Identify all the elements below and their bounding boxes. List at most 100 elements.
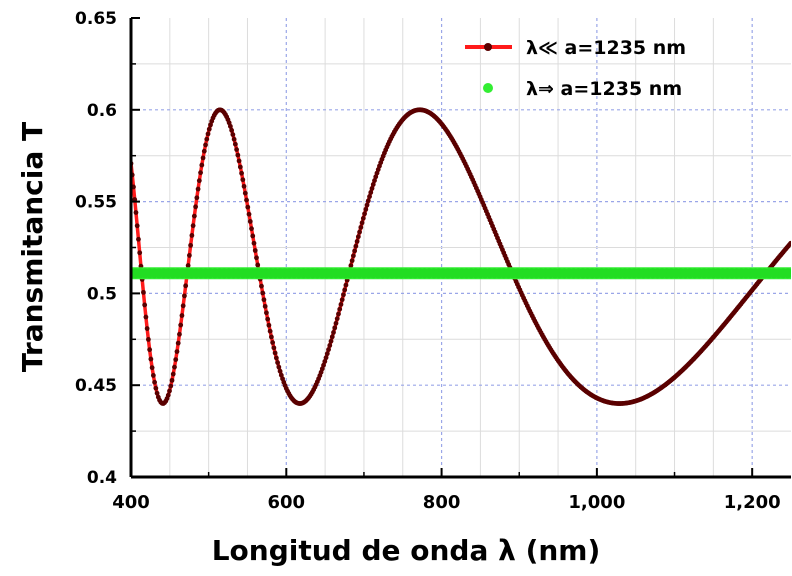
x-tick-label: 600 (268, 492, 306, 513)
series-point-0 (363, 206, 369, 212)
series-point-0 (339, 297, 345, 303)
series-point-0 (353, 243, 359, 249)
series-point-0 (136, 236, 141, 242)
series-point-0 (229, 127, 235, 133)
series-point-0 (134, 223, 140, 229)
series-point-0 (178, 322, 184, 328)
series-point-0 (167, 388, 172, 394)
series-point-0 (235, 152, 241, 158)
series-point-0 (231, 136, 237, 142)
series-point-0 (145, 337, 151, 342)
series-point-0 (271, 345, 277, 351)
series-point-0 (237, 164, 243, 170)
series-point-0 (148, 356, 154, 362)
series-point-0 (143, 314, 149, 320)
series-point-0 (154, 390, 160, 396)
series-point-0 (275, 360, 280, 365)
x-tick-label: 1,000 (568, 492, 625, 513)
series-point-0 (326, 347, 331, 353)
series-point-0 (352, 248, 358, 254)
series-point-0 (232, 141, 238, 147)
series-point-0 (255, 262, 261, 268)
series-point-0 (348, 263, 354, 268)
series-point-0 (172, 364, 177, 370)
series-point-0 (336, 311, 341, 317)
series-point-0 (272, 350, 278, 356)
legend-marker-1 (483, 83, 493, 93)
x-tick-label: 800 (423, 492, 461, 513)
series-point-0 (370, 182, 376, 187)
y-tick-label: 0.55 (75, 193, 117, 213)
series-point-0 (365, 198, 371, 204)
series-point-0 (265, 316, 271, 322)
series-point-0 (198, 170, 203, 176)
series-point-0 (142, 302, 148, 308)
series-point-1 (782, 268, 791, 279)
series-point-0 (368, 190, 374, 195)
x-tick-label: 400 (112, 492, 150, 513)
series-point-0 (170, 371, 176, 377)
series-point-0 (165, 392, 171, 398)
series-point-0 (369, 186, 375, 191)
series-point-0 (141, 289, 146, 295)
series-point-0 (227, 123, 233, 129)
series-point-0 (373, 174, 379, 180)
series-point-0 (179, 313, 185, 318)
series-point-0 (247, 219, 253, 224)
series-point-0 (194, 195, 200, 201)
series-point-0 (173, 357, 179, 363)
legend-label-0: λ≪ a=1235 nm (526, 37, 686, 59)
series-point-0 (244, 197, 249, 203)
series-point-0 (331, 329, 336, 335)
series-point-0 (337, 306, 343, 312)
x-axis-title: Longitud de onda λ (nm) (212, 534, 601, 567)
series-point-0 (332, 325, 338, 331)
legend: λ≪ a=1235 nm λ⇒ a=1235 nm (465, 37, 686, 100)
series-point-0 (147, 347, 153, 353)
series-point-0 (193, 204, 199, 210)
series-point-0 (360, 215, 366, 221)
series-layer (131, 107, 791, 406)
y-tick-label: 0.4 (87, 468, 117, 488)
series-point-0 (261, 297, 267, 303)
y-axis-title: Transmitancia T (16, 122, 49, 372)
series-point-0 (276, 364, 282, 370)
series-point-0 (180, 303, 186, 309)
series-point-0 (367, 194, 372, 199)
y-tick-label: 0.45 (75, 376, 117, 396)
series-point-0 (205, 131, 211, 137)
y-tick-label: 0.6 (87, 101, 117, 121)
legend-marker-0 (484, 43, 492, 51)
series-point-0 (250, 233, 256, 239)
series-point-0 (322, 359, 328, 364)
series-point-0 (195, 186, 201, 192)
series-point-0 (249, 226, 254, 232)
series-point-0 (252, 248, 258, 253)
series-point-0 (133, 210, 139, 215)
series-point-0 (236, 158, 242, 164)
series-point-0 (199, 162, 205, 168)
y-tick-label: 0.65 (75, 9, 117, 29)
series-point-0 (196, 178, 202, 184)
series-point-0 (278, 372, 284, 378)
series-point-0 (262, 303, 268, 309)
series-point-0 (144, 326, 150, 331)
series-point-0 (327, 343, 333, 348)
series-point-0 (354, 239, 360, 244)
series-point-0 (251, 240, 257, 246)
series-point-0 (333, 320, 339, 326)
series-point-0 (328, 338, 334, 344)
series-point-0 (190, 223, 196, 229)
series-point-0 (334, 316, 340, 322)
series-point-0 (183, 283, 189, 289)
series-point-0 (254, 255, 259, 261)
series-point-0 (374, 170, 380, 176)
series-point-0 (177, 331, 182, 337)
series-point-0 (182, 293, 187, 299)
ticks: 400 600 800 1,000 1,200 0.4 0.45 0.5 0.55 0.6 0.65 (75, 9, 781, 513)
series-point-0 (168, 383, 174, 389)
series-point-0 (788, 240, 791, 246)
series-point-0 (357, 229, 362, 235)
series-point-0 (277, 368, 283, 374)
